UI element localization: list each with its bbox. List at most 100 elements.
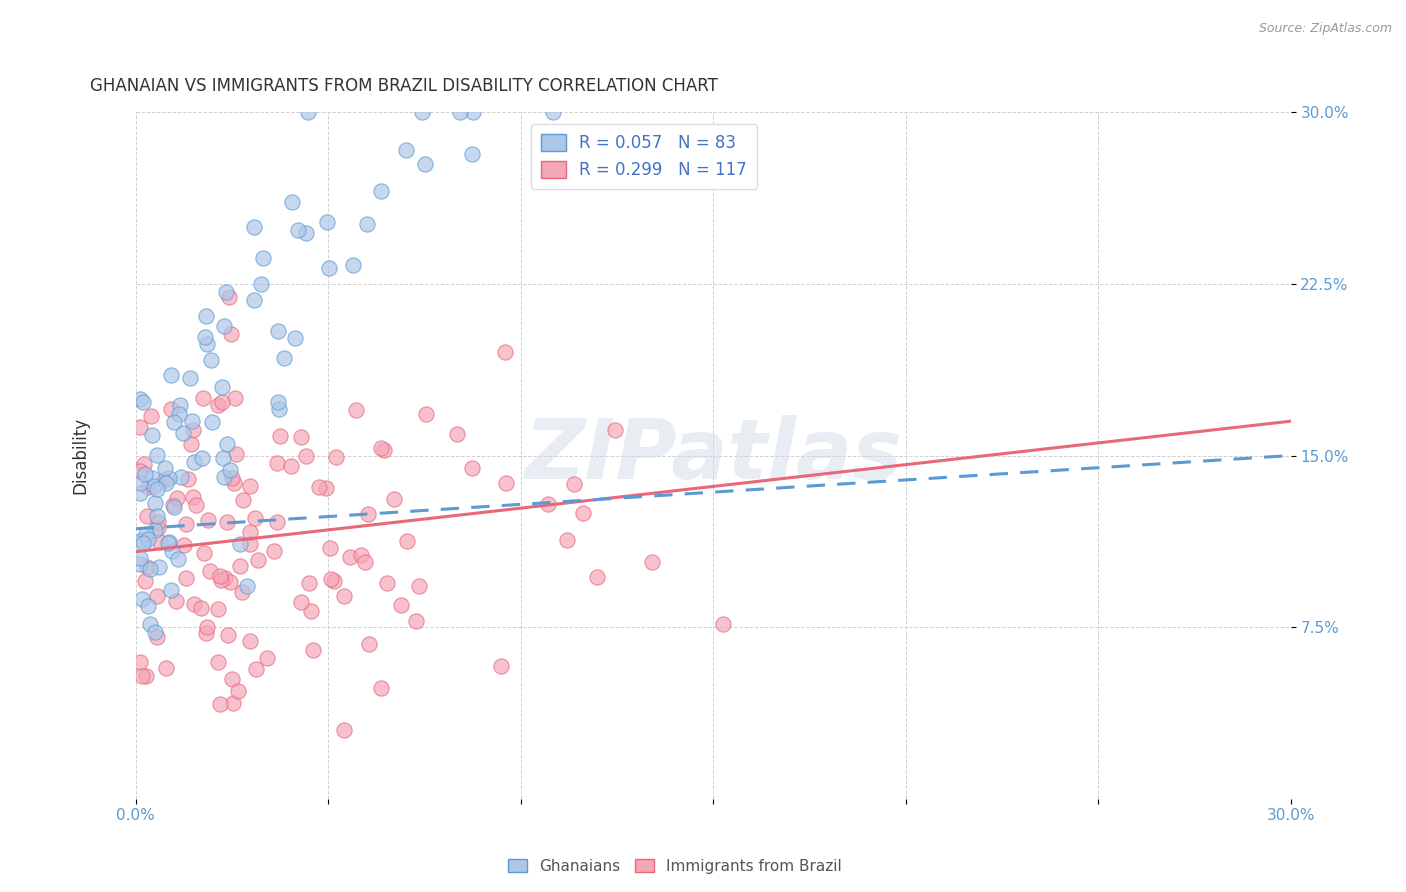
Point bbox=[247, 553, 270, 567]
Text: ZIPatlas: ZIPatlas bbox=[524, 415, 903, 496]
Point bbox=[269, 402, 291, 417]
Point bbox=[350, 548, 373, 562]
Point bbox=[156, 536, 179, 550]
Point bbox=[135, 527, 157, 541]
Point bbox=[195, 620, 218, 634]
Point bbox=[139, 409, 162, 423]
Point bbox=[290, 430, 312, 444]
Point bbox=[235, 579, 257, 593]
Point bbox=[267, 324, 290, 338]
Point bbox=[322, 574, 344, 588]
Point bbox=[266, 456, 288, 470]
Point bbox=[163, 415, 186, 429]
Point bbox=[211, 379, 233, 393]
Point bbox=[231, 585, 253, 599]
Point bbox=[166, 491, 188, 505]
Point bbox=[299, 604, 322, 618]
Point bbox=[295, 449, 318, 463]
Point bbox=[146, 630, 169, 644]
Point bbox=[146, 448, 169, 462]
Point bbox=[370, 184, 392, 198]
Point bbox=[357, 508, 380, 522]
Point bbox=[152, 473, 174, 487]
Point bbox=[239, 537, 262, 551]
Point bbox=[128, 420, 150, 434]
Point bbox=[218, 290, 240, 304]
Point bbox=[243, 220, 266, 235]
Point bbox=[342, 258, 364, 272]
Point bbox=[321, 572, 343, 586]
Point bbox=[224, 391, 246, 405]
Point bbox=[128, 475, 150, 490]
Point bbox=[142, 479, 165, 493]
Point bbox=[146, 482, 169, 496]
Point bbox=[405, 614, 427, 628]
Point bbox=[174, 571, 197, 585]
Point bbox=[134, 574, 156, 588]
Point bbox=[221, 471, 243, 485]
Point bbox=[129, 485, 152, 500]
Point bbox=[128, 655, 150, 669]
Point bbox=[215, 436, 238, 450]
Point bbox=[373, 443, 395, 458]
Point bbox=[333, 723, 356, 738]
Point bbox=[319, 541, 342, 555]
Point bbox=[537, 497, 560, 511]
Point bbox=[180, 414, 202, 428]
Point bbox=[273, 351, 295, 365]
Point bbox=[256, 650, 278, 665]
Point bbox=[290, 595, 312, 609]
Point bbox=[141, 471, 163, 485]
Point bbox=[200, 353, 222, 368]
Point bbox=[214, 571, 236, 585]
Point bbox=[411, 105, 433, 120]
Point bbox=[135, 560, 157, 574]
Point bbox=[134, 457, 156, 471]
Point bbox=[207, 655, 229, 669]
Point bbox=[354, 555, 377, 569]
Point bbox=[586, 570, 609, 584]
Point bbox=[215, 285, 238, 300]
Point bbox=[461, 147, 484, 161]
Point bbox=[266, 515, 288, 529]
Point bbox=[128, 551, 150, 566]
Point bbox=[155, 661, 177, 675]
Point bbox=[131, 533, 153, 548]
Point bbox=[148, 559, 170, 574]
Point bbox=[239, 524, 262, 539]
Point bbox=[308, 480, 330, 494]
Point bbox=[297, 105, 319, 120]
Point bbox=[160, 402, 183, 417]
Point bbox=[219, 574, 242, 589]
Point bbox=[229, 537, 252, 551]
Point bbox=[136, 599, 159, 613]
Point bbox=[318, 260, 340, 275]
Point bbox=[217, 628, 239, 642]
Point bbox=[208, 568, 231, 582]
Point bbox=[135, 669, 157, 683]
Point bbox=[132, 536, 155, 550]
Point bbox=[396, 534, 419, 549]
Point bbox=[198, 564, 221, 578]
Point bbox=[263, 544, 285, 558]
Point bbox=[239, 478, 262, 492]
Point bbox=[183, 455, 205, 469]
Point bbox=[284, 331, 307, 345]
Point bbox=[146, 521, 169, 535]
Point bbox=[197, 513, 219, 527]
Point bbox=[186, 498, 208, 512]
Point bbox=[194, 330, 217, 344]
Point bbox=[301, 643, 323, 657]
Point bbox=[195, 309, 218, 323]
Point bbox=[333, 589, 356, 603]
Point bbox=[325, 450, 347, 465]
Point bbox=[415, 157, 437, 171]
Point bbox=[174, 516, 197, 531]
Point bbox=[713, 616, 735, 631]
Point bbox=[128, 392, 150, 407]
Point bbox=[225, 447, 247, 461]
Point bbox=[157, 471, 180, 485]
Point bbox=[128, 464, 150, 478]
Point bbox=[197, 336, 219, 351]
Point bbox=[280, 459, 302, 474]
